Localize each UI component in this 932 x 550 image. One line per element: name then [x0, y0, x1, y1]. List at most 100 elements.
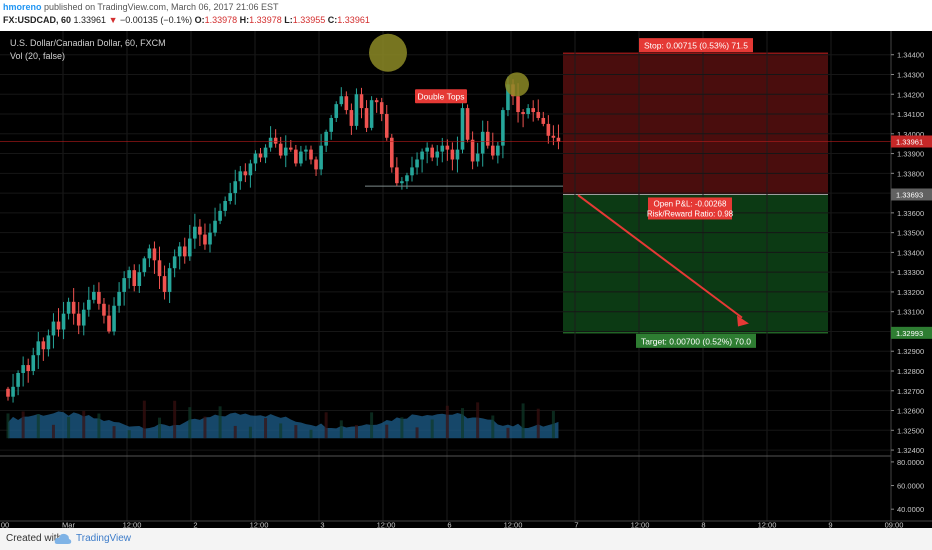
- candle-body: [425, 147, 429, 152]
- candle-body: [475, 153, 480, 162]
- volume-bar: [188, 407, 192, 439]
- candle-body: [162, 276, 167, 292]
- volume-bar: [506, 427, 510, 439]
- tradingview-cloud-icon: [54, 533, 72, 544]
- volume-bar: [51, 424, 55, 439]
- price-tick-label: 1.34400: [897, 51, 924, 60]
- time-tick-label: 12:00: [758, 520, 777, 528]
- stop-label-box: [639, 38, 753, 53]
- chart-area[interactable]: Double Tops Stop: 0.00715 (0.53%) 71.5 Ope…: [0, 31, 932, 528]
- double-tops-label-box: [415, 89, 467, 104]
- price-tick-label: 1.32800: [897, 367, 924, 376]
- volume-tick-label: 80.0000: [897, 458, 924, 467]
- candle-body: [364, 108, 369, 128]
- candle-body: [344, 96, 349, 111]
- open-label: O:: [194, 15, 205, 25]
- candle-body: [546, 123, 551, 136]
- candle-body: [465, 108, 470, 140]
- candle-body: [142, 258, 147, 273]
- candle-body: [253, 153, 258, 164]
- candle-body: [152, 248, 157, 261]
- candle-body: [147, 248, 152, 259]
- candle-body: [76, 313, 81, 326]
- high-label: H:: [239, 15, 250, 25]
- price-tick-label: 1.32700: [897, 387, 924, 396]
- candle-body: [51, 321, 56, 336]
- candle-body: [450, 149, 455, 160]
- candle-body: [349, 110, 354, 126]
- double-top-circle: [505, 72, 529, 97]
- candle-body: [455, 149, 460, 160]
- stop-label: Stop: 0.00715 (0.53%) 71.5: [644, 41, 748, 51]
- candle-body: [36, 341, 41, 356]
- candle-body: [506, 84, 510, 111]
- pnl-label-box: [648, 197, 732, 220]
- price-tick-label: 1.33400: [897, 248, 924, 257]
- volume-bar: [82, 410, 86, 439]
- volume-bar: [97, 413, 101, 439]
- candle-body: [556, 137, 561, 142]
- price-tick-label: 1.34000: [897, 130, 924, 139]
- candle-body: [390, 137, 394, 168]
- price-tick-label: 1.34100: [897, 110, 924, 119]
- close-value: 1.33961: [337, 15, 370, 25]
- price-tick-label: 1.32600: [897, 407, 924, 416]
- price-change: −0.00135 (−0.1%): [120, 15, 193, 25]
- candle-body: [369, 100, 374, 128]
- annotations[interactable]: Double Tops Stop: 0.00715 (0.53%) 71.5 Ope…: [369, 33, 756, 348]
- candle-body: [334, 104, 339, 118]
- candle-body: [359, 94, 364, 109]
- open-pnl-label: Open P&L: -0.00268: [654, 199, 727, 208]
- price-tick-label: 1.34200: [897, 90, 924, 99]
- price-chart[interactable]: Double Tops Stop: 0.00715 (0.53%) 71.5 Ope…: [0, 31, 932, 528]
- current-price-badge-box: [891, 135, 932, 148]
- candle-body: [198, 226, 202, 235]
- publisher-name[interactable]: hmoreno: [3, 2, 42, 12]
- candle-body: [480, 131, 485, 154]
- current-price-badge: 1.33961: [896, 138, 923, 147]
- candle-body: [324, 131, 328, 146]
- candle-body: [238, 171, 243, 182]
- volume-bar: [264, 418, 268, 439]
- published-text: published on TradingView.com, March 06, …: [44, 2, 279, 12]
- header-bar: hmoreno published on TradingView.com, Ma…: [0, 0, 932, 32]
- candle-body: [117, 291, 121, 306]
- candle-body: [430, 147, 434, 158]
- candle-body: [61, 313, 66, 330]
- candle-body: [248, 163, 253, 176]
- candle-body: [496, 145, 500, 156]
- candle-body: [329, 117, 333, 132]
- candle-body: [81, 309, 86, 326]
- down-arrow-icon: ▼: [108, 15, 118, 25]
- volume-bar: [6, 413, 10, 439]
- candle-body: [354, 94, 359, 126]
- candle-body: [283, 147, 288, 156]
- volume-bar: [536, 408, 540, 439]
- entry-price-badge-box: [891, 188, 932, 201]
- tradingview-brand[interactable]: TradingView: [76, 533, 132, 544]
- volume-bar: [385, 424, 389, 439]
- volume-bar: [551, 410, 555, 439]
- symbol-name: FX:USDCAD, 60: [3, 15, 72, 25]
- volume-legend: Vol (20, false): [10, 51, 65, 61]
- volume-bar: [67, 416, 71, 439]
- volume-bar: [294, 425, 298, 439]
- candle-body: [233, 181, 238, 194]
- price-tick-label: 1.33600: [897, 209, 924, 218]
- candle-body: [167, 268, 172, 292]
- volume-tick-label: 60.0000: [897, 482, 924, 491]
- candle-body: [536, 112, 541, 118]
- time-tick-label: 09:00: [885, 520, 904, 528]
- candle-body: [319, 145, 323, 170]
- candle-body: [112, 305, 116, 332]
- candle-body: [516, 96, 520, 113]
- candle-body: [223, 201, 227, 211]
- symbol-quote: FX:USDCAD, 60 1.33961 ▼ −0.00135 (−0.1%)…: [3, 15, 370, 25]
- time-axis[interactable]: 00 Mar 12:00 2 12:00 3 12:00 6 12:00 7 12:00 8 12:00…: [0, 520, 932, 528]
- candle-body: [127, 270, 131, 279]
- publish-info: hmoreno published on TradingView.com, Ma…: [3, 2, 279, 12]
- projection-arrow: [577, 194, 743, 319]
- price-axis[interactable]: 1.344001.343001.342001.341001.340001.339…: [890, 31, 932, 521]
- time-tick-label: 6: [447, 520, 451, 528]
- volume-bar: [233, 425, 237, 439]
